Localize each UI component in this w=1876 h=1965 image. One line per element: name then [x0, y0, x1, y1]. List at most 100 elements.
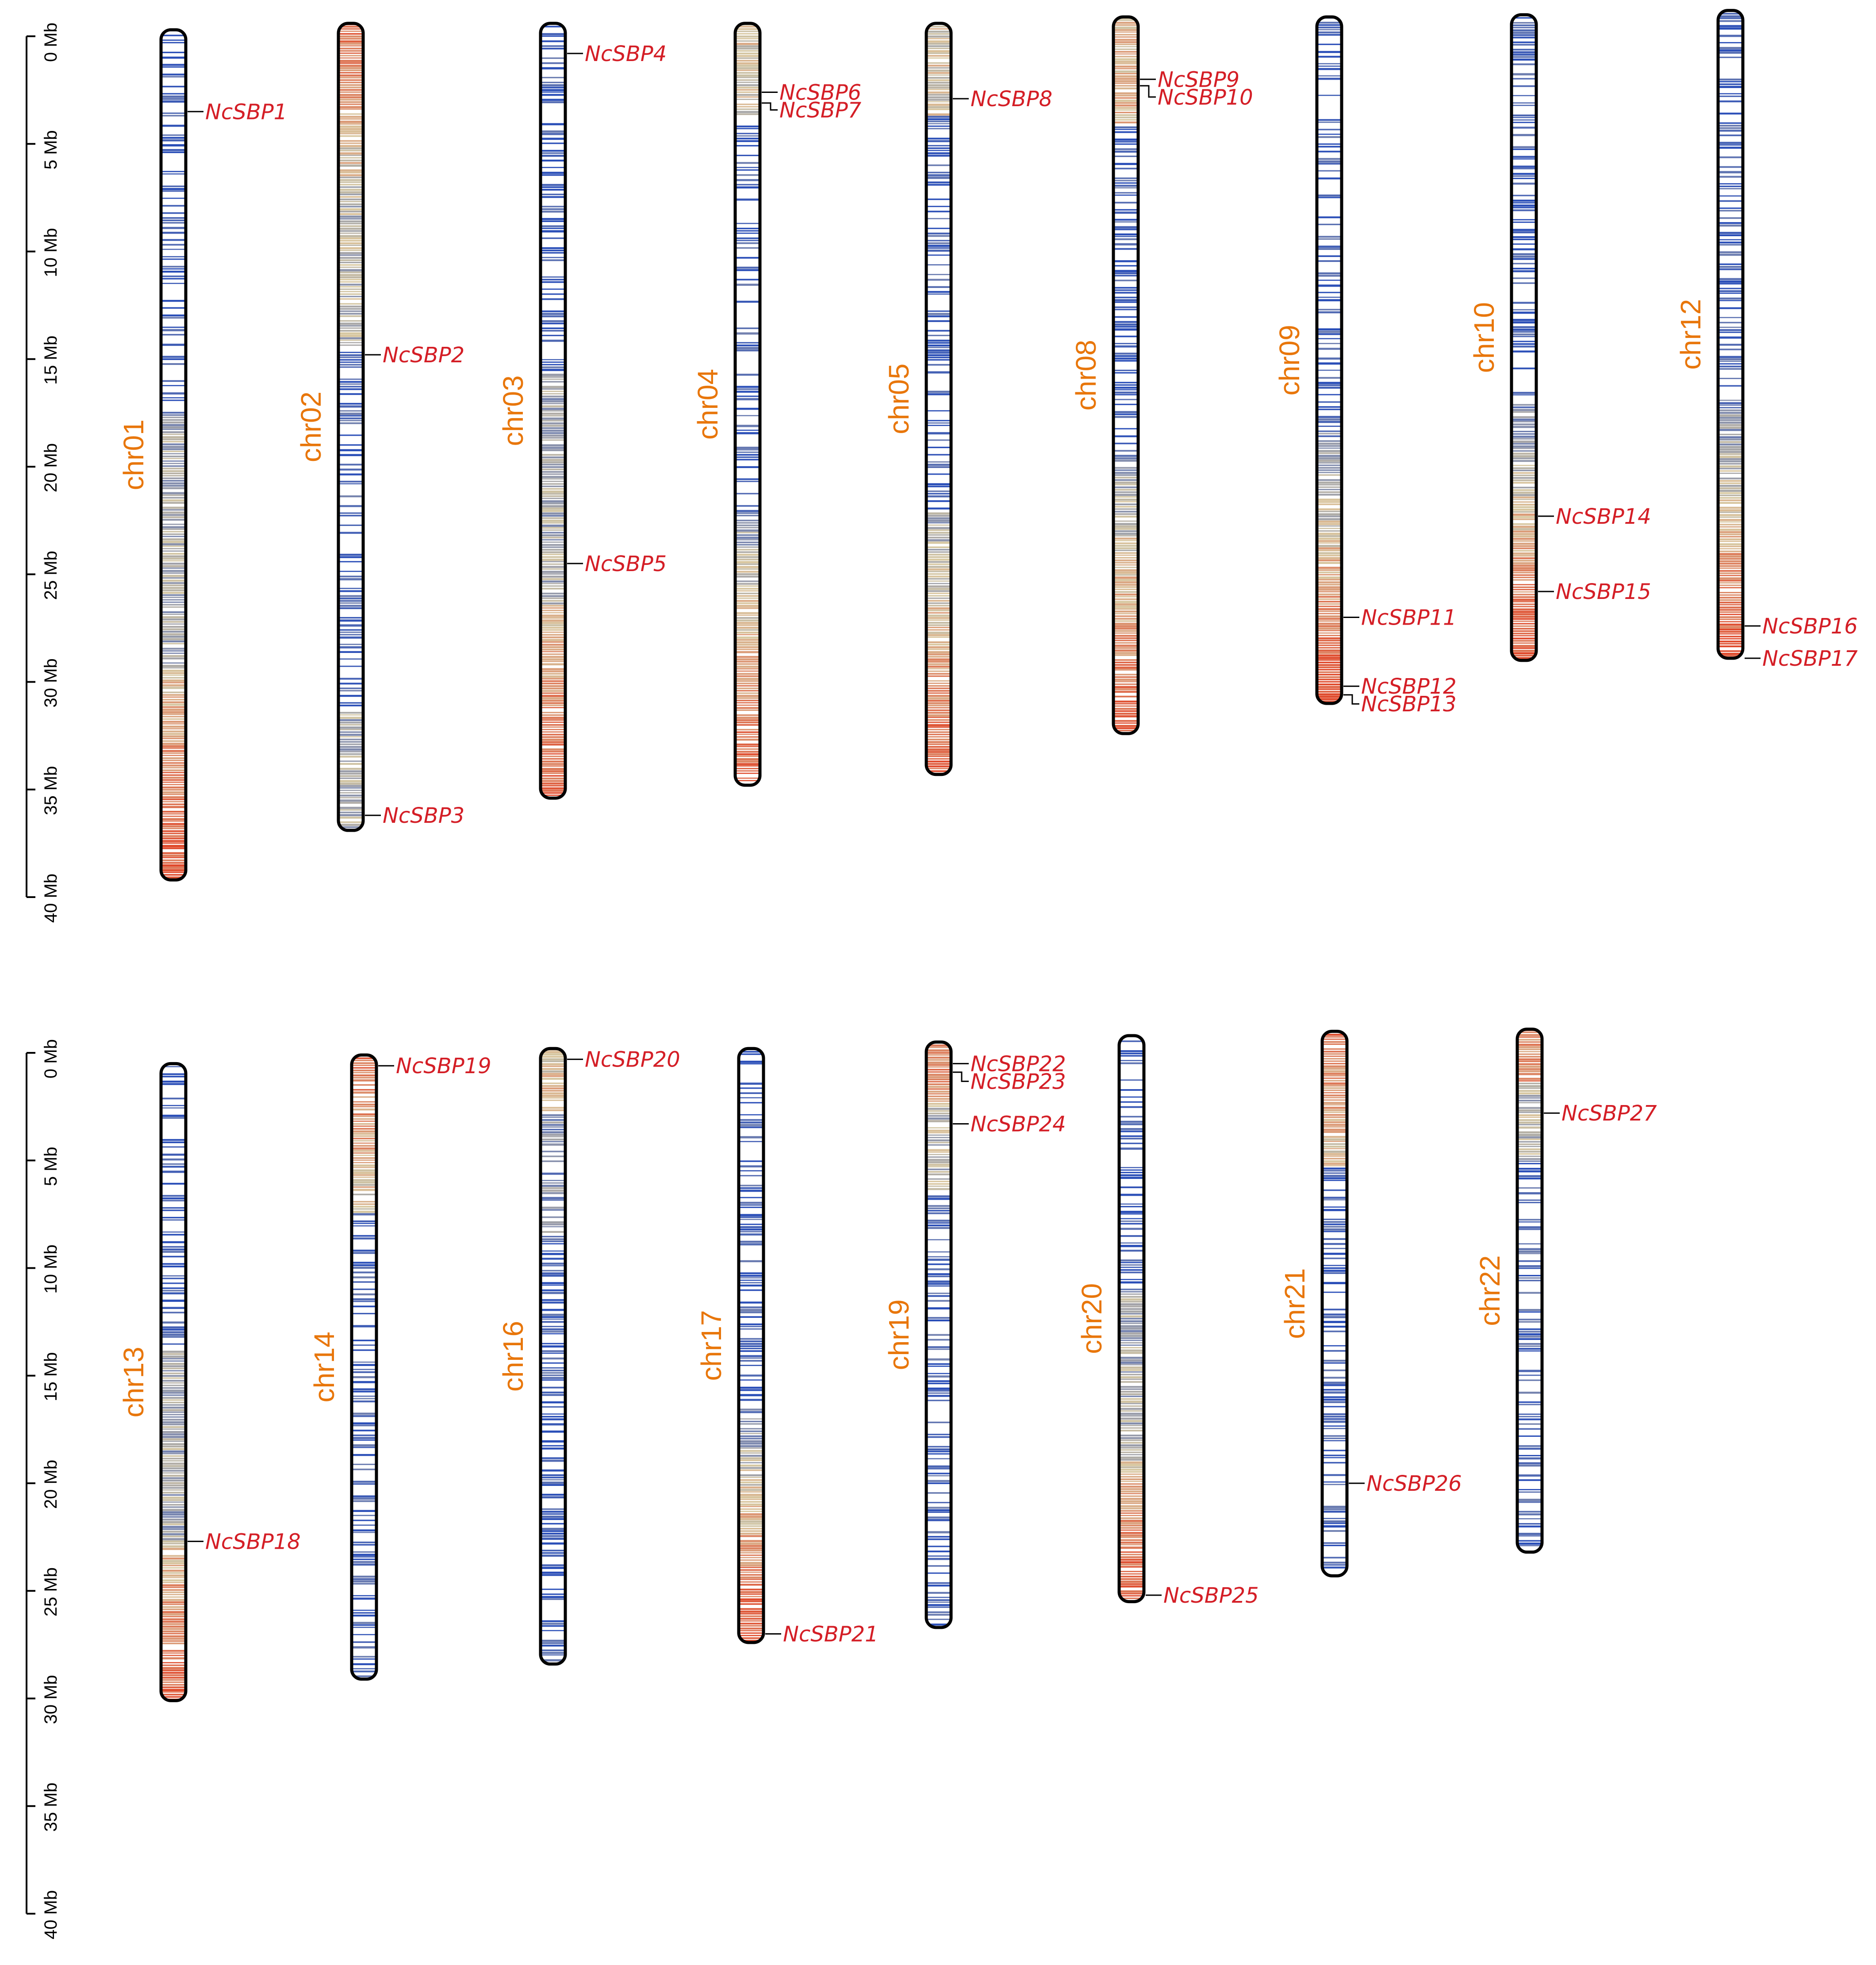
chromosome-chr03: chr03 NcSBP4 NcSBP5	[497, 22, 667, 800]
scale-tick-label: 0 Mb	[41, 1039, 61, 1078]
density-bands	[541, 23, 565, 798]
chromosome-outline	[539, 22, 567, 800]
scale-tick-label: 25 Mb	[41, 551, 61, 600]
gene-label: NcSBP15	[1556, 580, 1651, 604]
gene-label: NcSBP19	[396, 1054, 491, 1078]
gene-label: NcSBP4	[585, 42, 667, 66]
density-bands	[352, 1055, 376, 1679]
scale-bar-top: 0 Mb 5 Mb 10 Mb 15 Mb 20 Mb 25 Mb 30 Mb 35 Mb 40…	[26, 23, 61, 923]
scale-tick-label: 10 Mb	[41, 228, 61, 277]
density-bands	[1517, 1029, 1542, 1552]
gene-label: NcSBP24	[971, 1112, 1066, 1137]
chromosome-outline	[925, 22, 953, 776]
chromosome-outline	[733, 22, 762, 787]
gene-label: NcSBP22	[971, 1052, 1066, 1076]
chromosome-outline	[1320, 1029, 1349, 1577]
density-bands	[735, 23, 760, 786]
gene-label: NcSBP21	[783, 1622, 879, 1647]
scale-bar-bottom: 0 Mb 5 Mb 10 Mb 15 Mb 20 Mb 25 Mb 30 Mb 35 Mb 40…	[26, 1039, 61, 1939]
chromosome-chr12: chr12 NcSBP16 NcSBP17	[1675, 9, 1858, 671]
gene-marker-line	[1343, 694, 1359, 705]
density-bands	[1718, 10, 1743, 658]
gene-marker-line	[953, 1071, 969, 1082]
chromosomes-bottom-row: chr13NcSBP18chr14NcSBP19chr16NcSBP20chr1…	[118, 1027, 1657, 1702]
scale-tick-label: 30 Mb	[41, 658, 61, 707]
chromosome-chr05: chr05 NcSBP8	[883, 22, 1052, 776]
scale-tick-label: 15 Mb	[41, 336, 61, 385]
chromosome-chr14: chr14 NcSBP19	[308, 1053, 491, 1681]
chromosomes-top-row: chr01 NcSBP1 chr02 NcSBP2 NcSBP3 chr03 NcSBP4 N…	[118, 9, 1858, 882]
gene-label: NcSBP25	[1163, 1583, 1259, 1608]
scale-tick-label: 35 Mb	[41, 766, 61, 815]
chromosome-chr17: chr17 NcSBP21	[695, 1047, 879, 1647]
gene-label: NcSBP1	[205, 100, 287, 124]
scale-tick-label: 15 Mb	[41, 1352, 61, 1401]
gene-label: NcSBP11	[1361, 606, 1457, 630]
chromosome-chr22: chr22 NcSBP27	[1474, 1027, 1657, 1554]
density-bands	[161, 30, 186, 880]
chromosome-label: chr08	[1070, 340, 1102, 411]
gene-label: NcSBP7	[779, 98, 862, 123]
density-bands	[926, 1042, 951, 1627]
chromosome-label: chr12	[1675, 299, 1707, 370]
gene-label: NcSBP6	[779, 80, 861, 105]
chromosome-outline	[350, 1053, 378, 1681]
chromosome-label: chr05	[883, 364, 915, 434]
gene-label: NcSBP13	[1361, 692, 1457, 717]
chromosome-outline	[337, 22, 365, 832]
density-bands	[1512, 15, 1536, 660]
gene-label: NcSBP10	[1158, 85, 1253, 110]
gene-label: NcSBP2	[383, 343, 464, 368]
density-bands	[1317, 17, 1342, 704]
chromosome-label: chr02	[295, 391, 327, 462]
chromosome-label: chr20	[1076, 1283, 1108, 1354]
gene-label: NcSBP20	[585, 1048, 680, 1072]
chromosome-label: chr21	[1279, 1268, 1311, 1339]
scale-tick-label: 40 Mb	[41, 874, 61, 923]
row-bottom: 0 Mb 5 Mb 10 Mb 15 Mb 20 Mb 25 Mb 30 Mb 35 Mb 40…	[26, 1027, 1657, 1939]
gene-label: NcSBP8	[971, 87, 1052, 111]
chromosome-outline	[1112, 15, 1140, 735]
chromosome-label: chr10	[1468, 302, 1500, 373]
chromosome-outline	[1117, 1034, 1146, 1604]
scale-tick-label: 30 Mb	[41, 1675, 61, 1724]
gene-marker-line	[762, 102, 778, 111]
chromosome-chr13: chr13 NcSBP18	[118, 1062, 301, 1702]
scale-tick-label: 5 Mb	[41, 130, 61, 169]
scale-tick-label: 35 Mb	[41, 1783, 61, 1832]
chromosome-outline	[1515, 1027, 1544, 1554]
chromosome-label: chr14	[308, 1332, 340, 1402]
gene-label: NcSBP16	[1762, 614, 1858, 639]
chromosome-outline	[159, 1062, 188, 1702]
chromosome-label: chr04	[692, 369, 724, 440]
chromosome-chr16: chr16 NcSBP20	[497, 1047, 680, 1666]
gene-marker-line	[1140, 85, 1156, 98]
gene-label: NcSBP23	[971, 1069, 1066, 1094]
density-bands	[161, 1063, 186, 1701]
scale-tick-label: 5 Mb	[41, 1147, 61, 1186]
chromosome-outline	[737, 1047, 765, 1644]
scale-tick-label: 0 Mb	[41, 23, 61, 62]
chromosome-label: chr16	[497, 1321, 529, 1392]
gene-label: NcSBP27	[1561, 1101, 1657, 1126]
chromosome-outline	[539, 1047, 567, 1666]
scale-tick-label: 20 Mb	[41, 1460, 61, 1509]
chromosome-chr20: chr20 NcSBP25	[1076, 1034, 1259, 1608]
scale-tick-label: 25 Mb	[41, 1567, 61, 1616]
density-bands	[1119, 1036, 1144, 1602]
scale-tick-label: 20 Mb	[41, 443, 61, 492]
density-bands	[739, 1048, 763, 1643]
gene-label: NcSBP26	[1366, 1471, 1462, 1496]
gene-label: NcSBP3	[383, 803, 464, 828]
chromosome-outline	[1716, 9, 1745, 660]
chromosome-outline	[1315, 15, 1343, 705]
density-bands	[1113, 17, 1138, 734]
gene-label: NcSBP18	[205, 1529, 301, 1554]
chromosome-chr02: chr02 NcSBP2 NcSBP3	[295, 22, 464, 832]
chromosome-label: chr19	[883, 1299, 915, 1370]
